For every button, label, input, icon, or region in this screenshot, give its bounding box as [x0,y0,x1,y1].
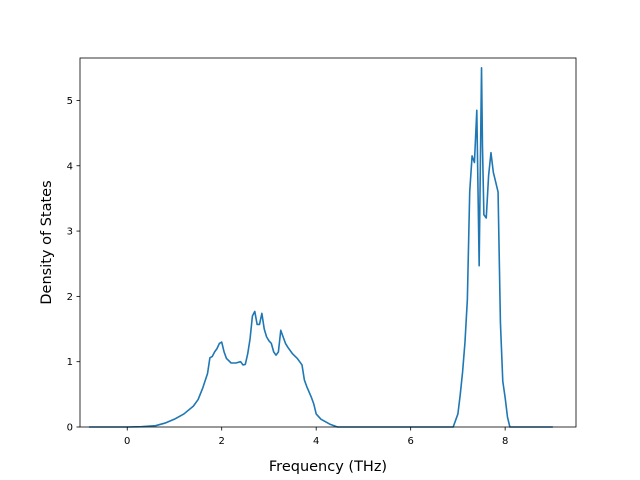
y-tick-label: 3 [67,227,73,238]
x-tick-label: 2 [219,436,225,447]
y-tick-label: 4 [67,161,73,172]
plot-area [88,67,554,428]
x-axis-label: Frequency (THz) [269,459,387,475]
x-tick-label: 4 [313,436,319,447]
y-axis-label: Density of States [39,180,55,304]
x-tick-label: 8 [502,436,508,447]
y-axis-ticks: 0 1 2 3 4 5 [67,96,80,434]
x-tick-label: 6 [407,436,413,447]
y-tick-label: 2 [67,292,73,303]
axes-frame [79,57,577,428]
x-tick-label: 0 [124,436,130,447]
dos-series-line [88,67,554,428]
y-tick-label: 5 [67,96,73,107]
y-tick-label: 1 [67,357,73,368]
y-tick-label: 0 [67,423,73,434]
x-axis-ticks: 0 2 4 6 8 [124,427,508,447]
